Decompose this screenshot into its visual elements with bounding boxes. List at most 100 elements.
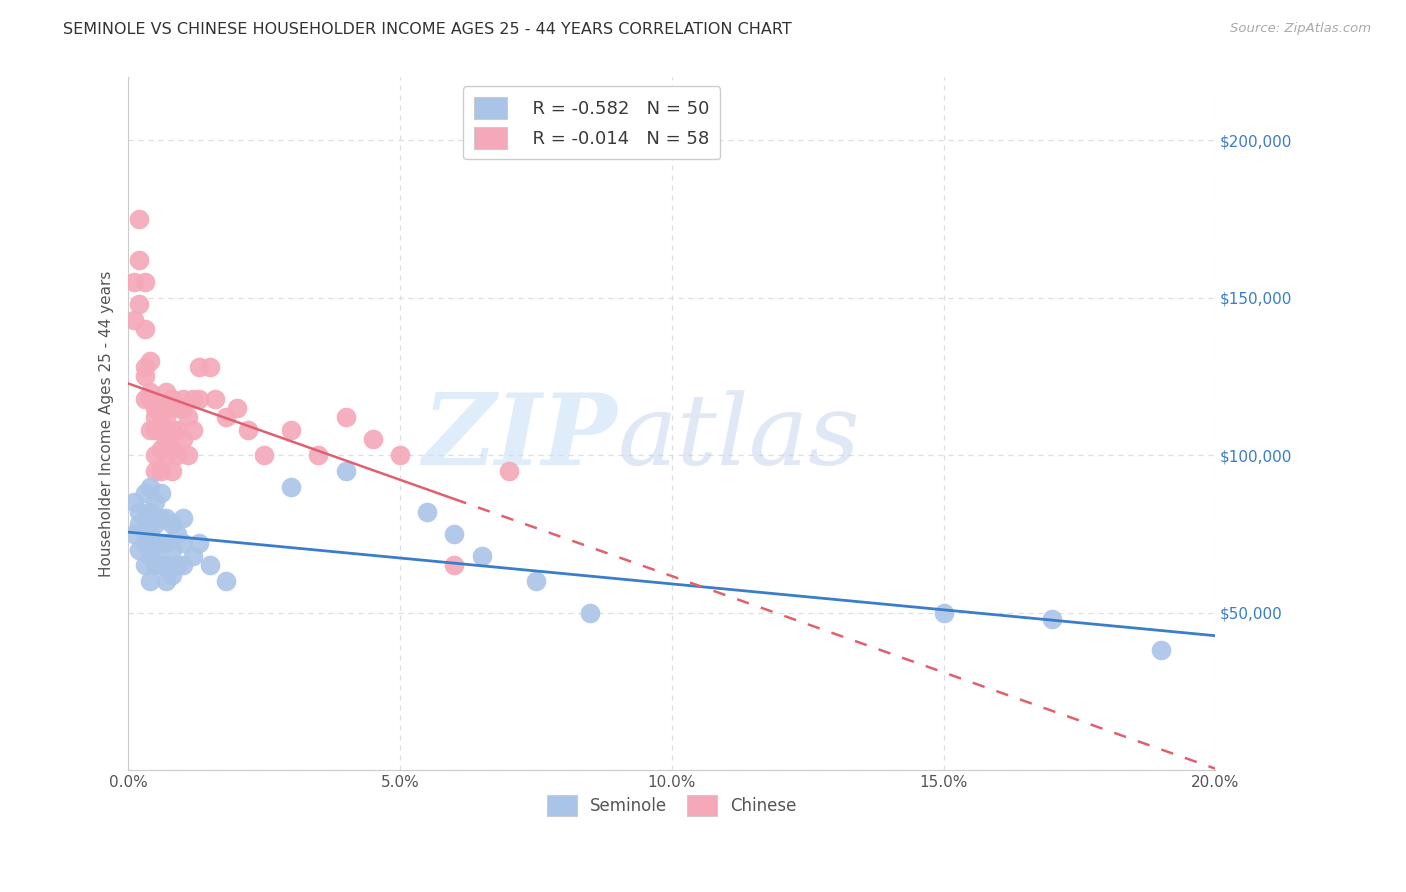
Point	[198, 359, 221, 374]
Point	[1040, 612, 1063, 626]
Point	[145, 448, 167, 462]
Point	[253, 448, 276, 462]
Point	[172, 392, 194, 406]
Point	[166, 423, 188, 437]
Point	[335, 464, 357, 478]
Point	[139, 423, 162, 437]
Point	[155, 448, 177, 462]
Point	[443, 527, 465, 541]
Text: SEMINOLE VS CHINESE HOUSEHOLDER INCOME AGES 25 - 44 YEARS CORRELATION CHART: SEMINOLE VS CHINESE HOUSEHOLDER INCOME A…	[63, 22, 792, 37]
Point	[155, 558, 177, 573]
Point	[149, 464, 172, 478]
Point	[166, 448, 188, 462]
Point	[134, 558, 156, 573]
Point	[155, 574, 177, 588]
Text: Source: ZipAtlas.com: Source: ZipAtlas.com	[1230, 22, 1371, 36]
Point	[226, 401, 249, 415]
Point	[145, 410, 167, 425]
Text: atlas: atlas	[617, 390, 860, 485]
Point	[122, 313, 145, 327]
Point	[187, 536, 209, 550]
Point	[172, 401, 194, 415]
Point	[139, 480, 162, 494]
Point	[139, 392, 162, 406]
Point	[139, 527, 162, 541]
Point	[149, 558, 172, 573]
Point	[204, 392, 226, 406]
Point	[155, 385, 177, 400]
Point	[122, 495, 145, 509]
Point	[139, 353, 162, 368]
Point	[122, 275, 145, 289]
Point	[134, 486, 156, 500]
Point	[443, 558, 465, 573]
Point	[139, 505, 162, 519]
Point	[155, 401, 177, 415]
Point	[166, 558, 188, 573]
Point	[183, 423, 205, 437]
Point	[183, 392, 205, 406]
Point	[155, 511, 177, 525]
Point	[134, 369, 156, 384]
Point	[122, 527, 145, 541]
Point	[1150, 643, 1173, 657]
Point	[149, 486, 172, 500]
Point	[145, 542, 167, 557]
Point	[128, 212, 150, 227]
Point	[145, 464, 167, 478]
Point	[134, 275, 156, 289]
Point	[155, 410, 177, 425]
Point	[149, 417, 172, 431]
Point	[215, 574, 238, 588]
Point	[128, 517, 150, 532]
Point	[177, 410, 200, 425]
Point	[145, 517, 167, 532]
Point	[134, 536, 156, 550]
Point	[308, 448, 330, 462]
Point	[139, 574, 162, 588]
Point	[335, 410, 357, 425]
Point	[579, 606, 602, 620]
Point	[128, 253, 150, 268]
Point	[280, 480, 302, 494]
Point	[145, 495, 167, 509]
Point	[416, 505, 439, 519]
Point	[145, 558, 167, 573]
Point	[149, 401, 172, 415]
Point	[134, 511, 156, 525]
Point	[160, 517, 183, 532]
Point	[128, 505, 150, 519]
Point	[128, 297, 150, 311]
Point	[134, 359, 156, 374]
Point	[155, 536, 177, 550]
Point	[134, 392, 156, 406]
Point	[361, 433, 384, 447]
Point	[187, 392, 209, 406]
Point	[160, 392, 183, 406]
Point	[134, 524, 156, 538]
Text: ZIP: ZIP	[422, 389, 617, 486]
Point	[215, 410, 238, 425]
Legend: Seminole, Chinese: Seminole, Chinese	[538, 787, 806, 824]
Point	[166, 527, 188, 541]
Point	[187, 359, 209, 374]
Point	[155, 433, 177, 447]
Point	[160, 464, 183, 478]
Point	[160, 567, 183, 582]
Point	[139, 549, 162, 563]
Point	[524, 574, 547, 588]
Point	[172, 558, 194, 573]
Point	[470, 549, 492, 563]
Point	[149, 511, 172, 525]
Point	[160, 542, 183, 557]
Point	[145, 423, 167, 437]
Point	[139, 385, 162, 400]
Point	[236, 423, 259, 437]
Point	[149, 442, 172, 456]
Point	[166, 401, 188, 415]
Point	[160, 442, 183, 456]
Point	[177, 448, 200, 462]
Point	[145, 401, 167, 415]
Point	[183, 549, 205, 563]
Point	[128, 542, 150, 557]
